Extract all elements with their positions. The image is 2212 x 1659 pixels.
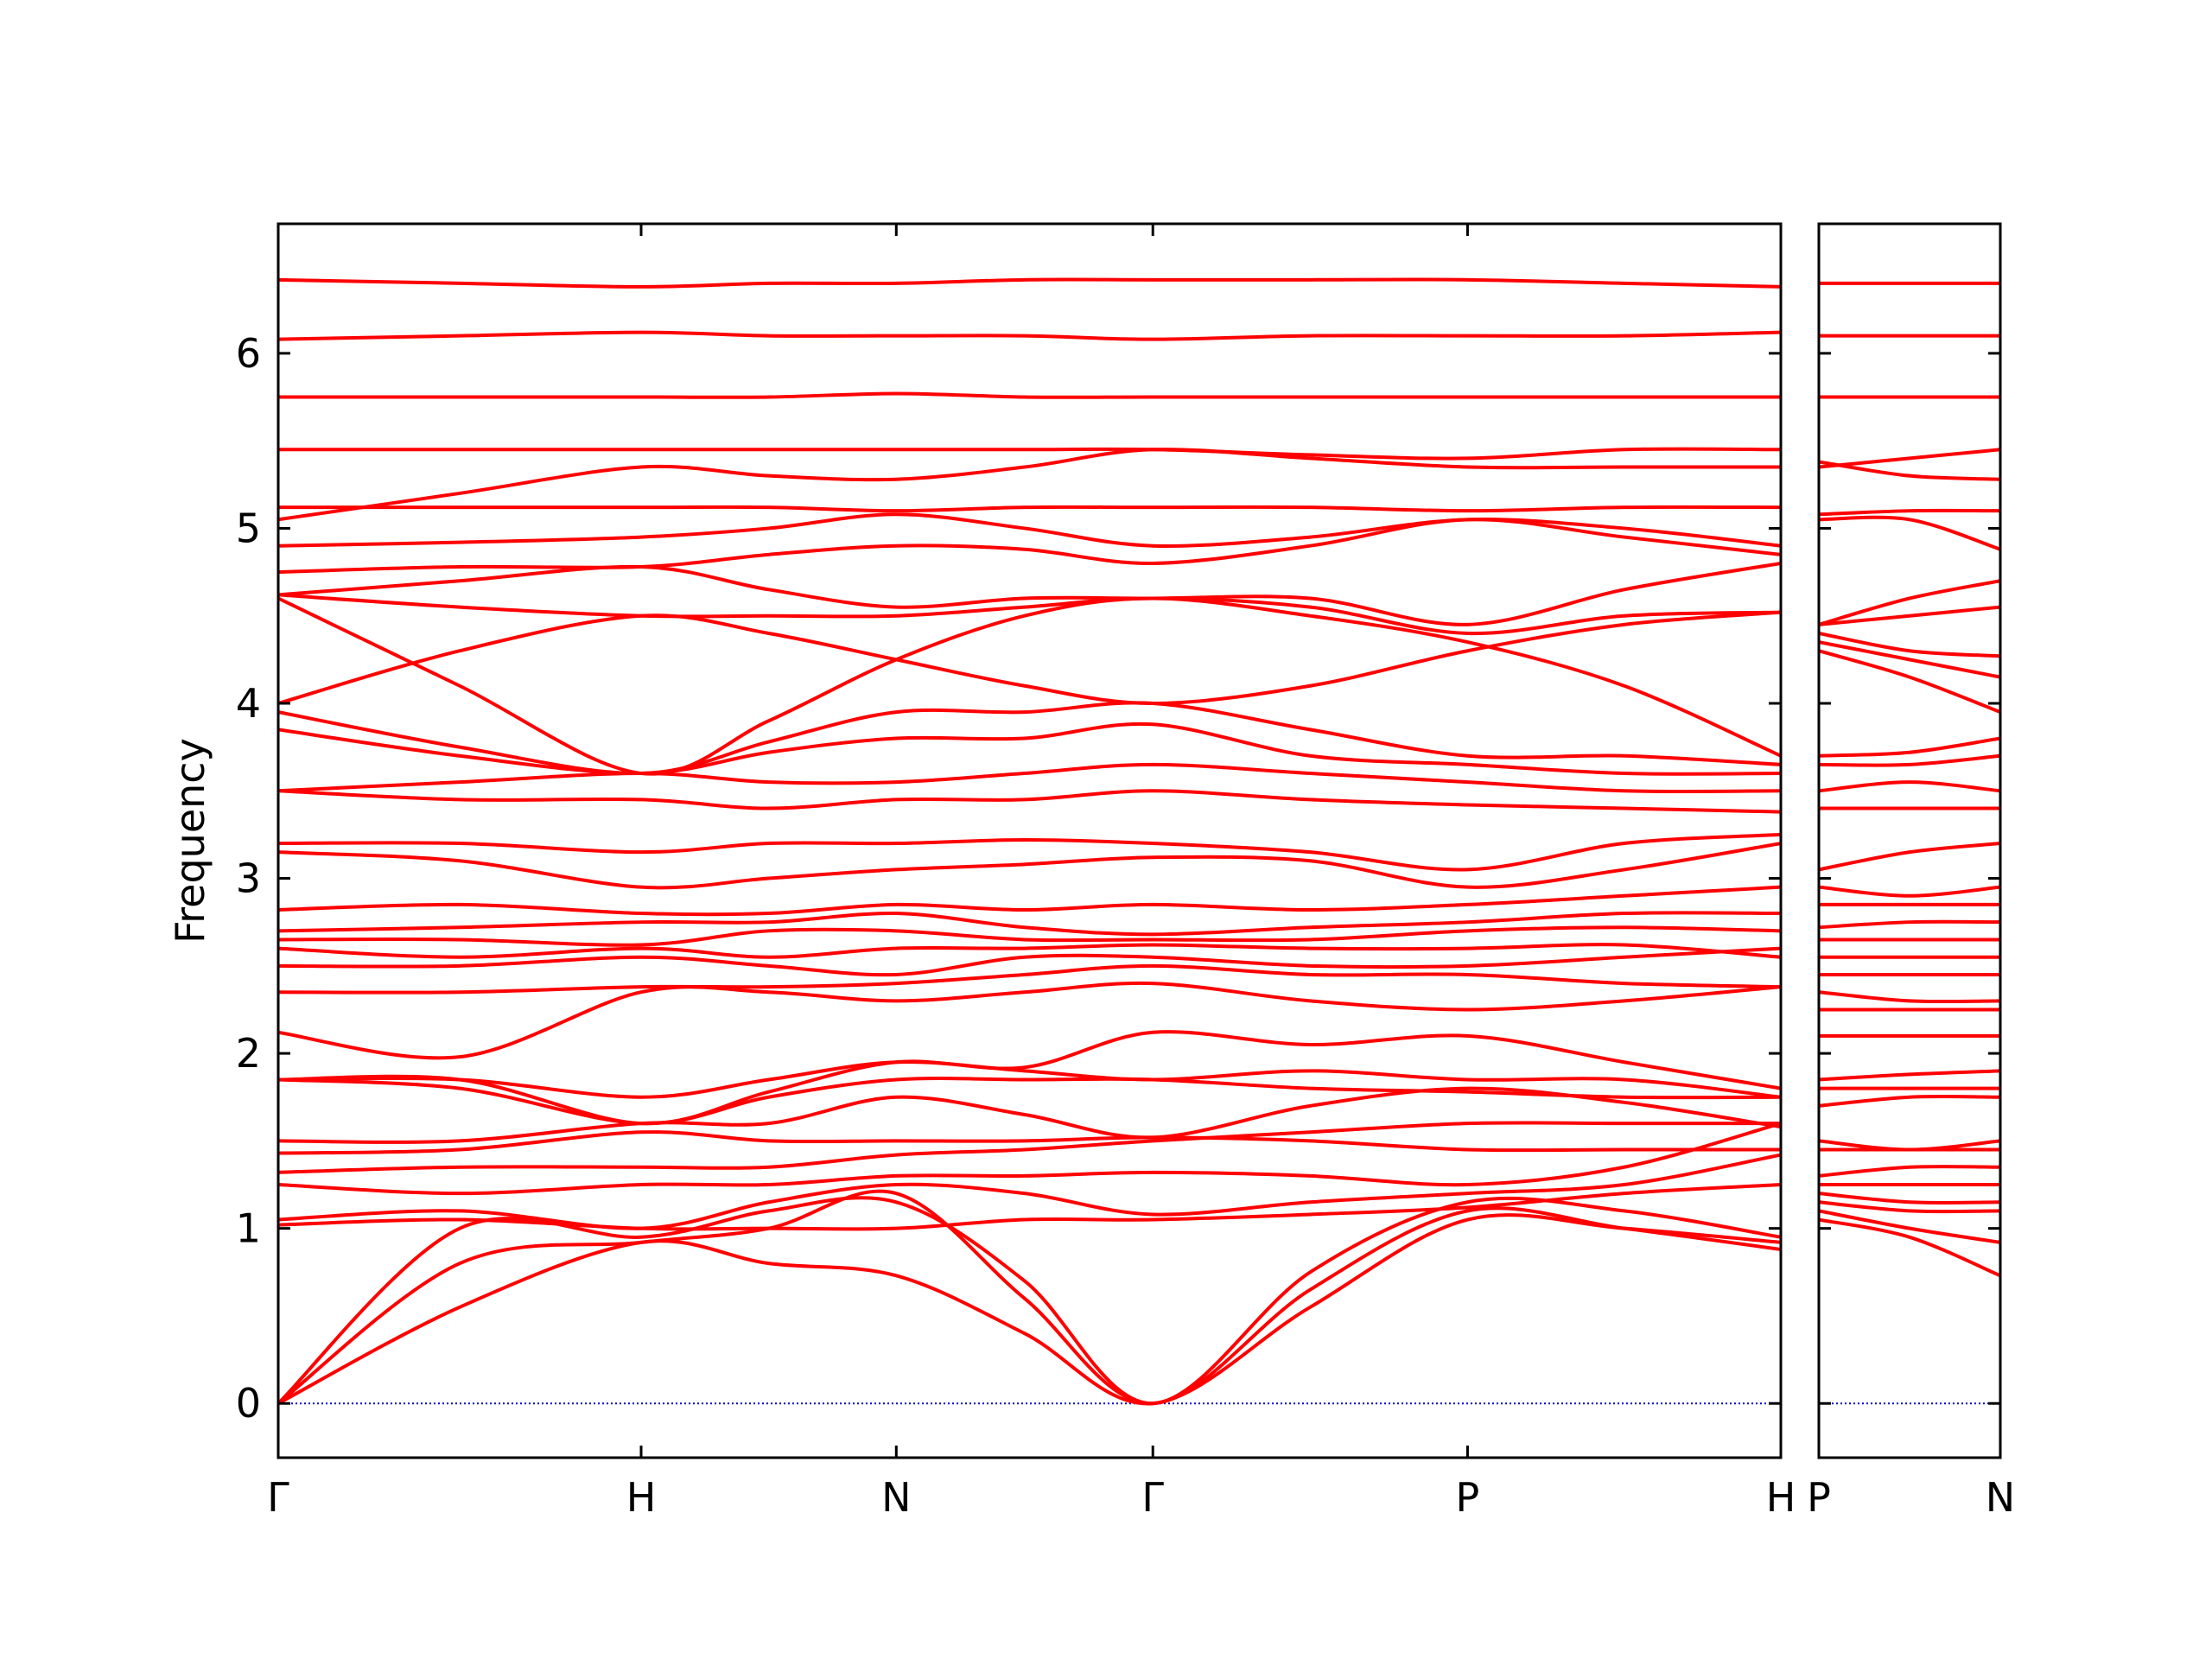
band [278,596,1781,776]
band [278,721,1781,776]
y-tick-label: 4 [236,680,261,727]
band [1819,1217,2000,1278]
band [278,911,1781,937]
band [1819,1165,2000,1178]
band [278,1030,1781,1126]
band [278,505,1781,513]
panel: 0 1 2 3 4 5 6 Γ H N Γ P H Frequency [167,222,1796,1521]
bands [1819,281,2000,1278]
band [278,1122,1781,1196]
band [278,1213,1781,1406]
band [1819,736,2000,758]
band [278,447,1781,461]
x-tick-label: P [1456,1474,1480,1521]
band [1819,579,2000,626]
band [1819,1139,2000,1152]
band [278,610,1781,705]
band [1819,605,2000,626]
band [1819,919,2000,930]
band [278,842,1781,890]
band [278,277,1781,289]
bands [278,277,1781,1406]
x-tick-label: H [626,1474,657,1521]
x-tick-label: P [1807,1474,1831,1521]
band [1819,990,2000,1004]
band [1819,780,2000,793]
band [1819,515,2000,551]
band [1819,1094,2000,1108]
band [1819,885,2000,898]
x-tick-label: N [881,1474,911,1521]
band [278,1121,1781,1174]
band [278,518,1781,575]
y-tick-label: 2 [236,1030,261,1077]
band [278,789,1781,814]
band [278,946,1781,977]
x-tick-label: H [1766,1474,1796,1521]
band [278,885,1781,917]
band [278,1189,1781,1406]
y-axis-label: Frequency [167,738,213,944]
y-tick-label: 0 [236,1380,261,1427]
axes-frame [276,222,1783,1459]
band [278,1153,1781,1230]
band [278,925,1781,947]
band [278,1086,1781,1144]
band [278,963,1781,995]
band [1819,448,2000,469]
y-tick-label: 5 [236,505,261,551]
band [278,330,1781,341]
y-tick-label: 6 [236,330,261,377]
band [278,448,1781,522]
band [278,1060,1781,1099]
band [1819,1192,2000,1205]
x-tick-label: N [1986,1474,2015,1521]
band [1819,753,2000,767]
band [278,1130,1781,1155]
band [278,1076,1781,1126]
band [1819,632,2000,658]
band [1819,1209,2000,1244]
x-tick-label: Γ [267,1474,289,1521]
band [278,593,1781,636]
band [278,762,1781,794]
x-tick-label: Γ [1141,1474,1164,1521]
band [278,391,1781,399]
band [1819,842,2000,872]
band [1819,1069,2000,1082]
band [278,832,1781,872]
band [278,512,1781,548]
band [1819,640,2000,679]
band [278,701,1781,776]
band [1819,649,2000,714]
band [1819,1200,2000,1214]
band [278,561,1781,626]
axes-frame [1817,222,2002,1459]
band [278,981,1781,1060]
band [1819,508,2000,517]
y-tick-label: 1 [236,1205,261,1252]
y-tick-label: 3 [236,855,261,902]
band [278,1183,1781,1231]
band [278,943,1781,959]
